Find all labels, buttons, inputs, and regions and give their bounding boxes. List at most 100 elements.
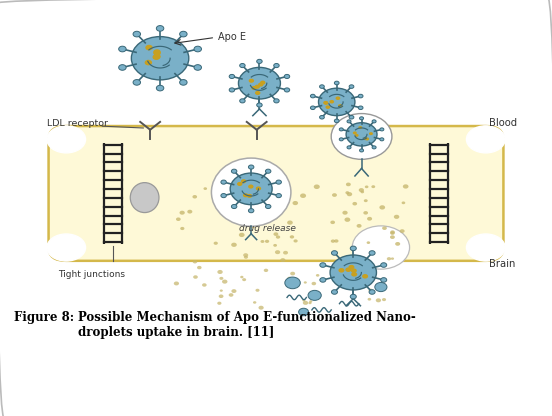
Circle shape: [351, 246, 356, 250]
Circle shape: [152, 54, 160, 60]
Circle shape: [357, 280, 360, 282]
Circle shape: [349, 116, 354, 119]
Circle shape: [217, 302, 221, 305]
Circle shape: [240, 215, 245, 219]
Circle shape: [299, 308, 309, 316]
Circle shape: [284, 74, 290, 79]
Circle shape: [229, 293, 233, 297]
Ellipse shape: [130, 183, 159, 213]
Circle shape: [256, 289, 259, 292]
Circle shape: [358, 106, 363, 109]
Circle shape: [153, 49, 161, 55]
Circle shape: [276, 235, 280, 239]
Circle shape: [247, 215, 253, 218]
Circle shape: [369, 289, 373, 292]
Circle shape: [375, 282, 387, 292]
Circle shape: [382, 226, 387, 230]
Circle shape: [330, 220, 335, 224]
Circle shape: [334, 239, 338, 243]
Circle shape: [336, 97, 340, 100]
Text: Apo E: Apo E: [218, 32, 246, 42]
Circle shape: [258, 306, 264, 310]
Ellipse shape: [211, 158, 291, 226]
Circle shape: [402, 201, 405, 204]
Circle shape: [219, 277, 224, 280]
Circle shape: [320, 85, 325, 88]
Circle shape: [367, 217, 372, 220]
Circle shape: [349, 85, 354, 88]
Circle shape: [369, 251, 375, 255]
Circle shape: [273, 244, 277, 247]
Circle shape: [359, 117, 364, 120]
Circle shape: [240, 64, 245, 68]
Circle shape: [379, 205, 385, 210]
Circle shape: [248, 185, 253, 188]
Circle shape: [255, 91, 261, 95]
Circle shape: [394, 215, 399, 219]
Circle shape: [391, 258, 394, 260]
Circle shape: [284, 88, 290, 92]
Circle shape: [176, 218, 181, 221]
Circle shape: [372, 120, 376, 123]
FancyBboxPatch shape: [49, 126, 503, 261]
Circle shape: [310, 94, 315, 98]
Circle shape: [335, 81, 339, 85]
Circle shape: [380, 128, 384, 131]
Circle shape: [369, 290, 375, 294]
Circle shape: [308, 290, 321, 300]
Circle shape: [309, 302, 312, 304]
Circle shape: [380, 138, 384, 141]
Circle shape: [260, 81, 266, 85]
Circle shape: [285, 277, 300, 289]
Circle shape: [261, 240, 264, 243]
Circle shape: [290, 235, 294, 238]
Circle shape: [331, 251, 337, 255]
Circle shape: [331, 114, 392, 159]
Circle shape: [248, 207, 252, 210]
Circle shape: [303, 301, 308, 305]
Circle shape: [217, 198, 222, 201]
Circle shape: [323, 101, 328, 104]
Ellipse shape: [466, 234, 505, 261]
Circle shape: [362, 274, 368, 279]
Circle shape: [231, 289, 236, 293]
Circle shape: [223, 213, 227, 216]
Text: drug release: drug release: [239, 224, 296, 233]
Circle shape: [239, 233, 245, 237]
Circle shape: [294, 239, 298, 243]
Circle shape: [359, 149, 364, 152]
Circle shape: [293, 201, 298, 205]
Circle shape: [243, 193, 248, 197]
Circle shape: [403, 184, 408, 188]
Circle shape: [243, 253, 248, 257]
Circle shape: [266, 169, 271, 173]
Circle shape: [360, 280, 363, 283]
Circle shape: [323, 101, 328, 105]
Circle shape: [242, 278, 246, 281]
Circle shape: [320, 116, 325, 119]
Circle shape: [381, 277, 387, 282]
Circle shape: [265, 240, 269, 243]
Circle shape: [372, 146, 376, 149]
Circle shape: [266, 204, 271, 208]
Circle shape: [287, 220, 293, 225]
Circle shape: [331, 240, 335, 243]
Circle shape: [339, 128, 343, 131]
Circle shape: [244, 255, 248, 259]
Circle shape: [193, 275, 198, 279]
Circle shape: [257, 59, 262, 63]
Circle shape: [274, 64, 279, 68]
Circle shape: [240, 99, 245, 103]
Circle shape: [145, 60, 152, 65]
Circle shape: [214, 242, 218, 245]
Circle shape: [133, 31, 141, 37]
Circle shape: [381, 263, 387, 267]
Circle shape: [256, 186, 261, 191]
Circle shape: [330, 255, 376, 290]
Circle shape: [320, 263, 326, 267]
Circle shape: [156, 85, 164, 91]
Circle shape: [310, 106, 315, 109]
Circle shape: [276, 193, 282, 198]
Circle shape: [253, 301, 256, 304]
Circle shape: [254, 84, 260, 89]
